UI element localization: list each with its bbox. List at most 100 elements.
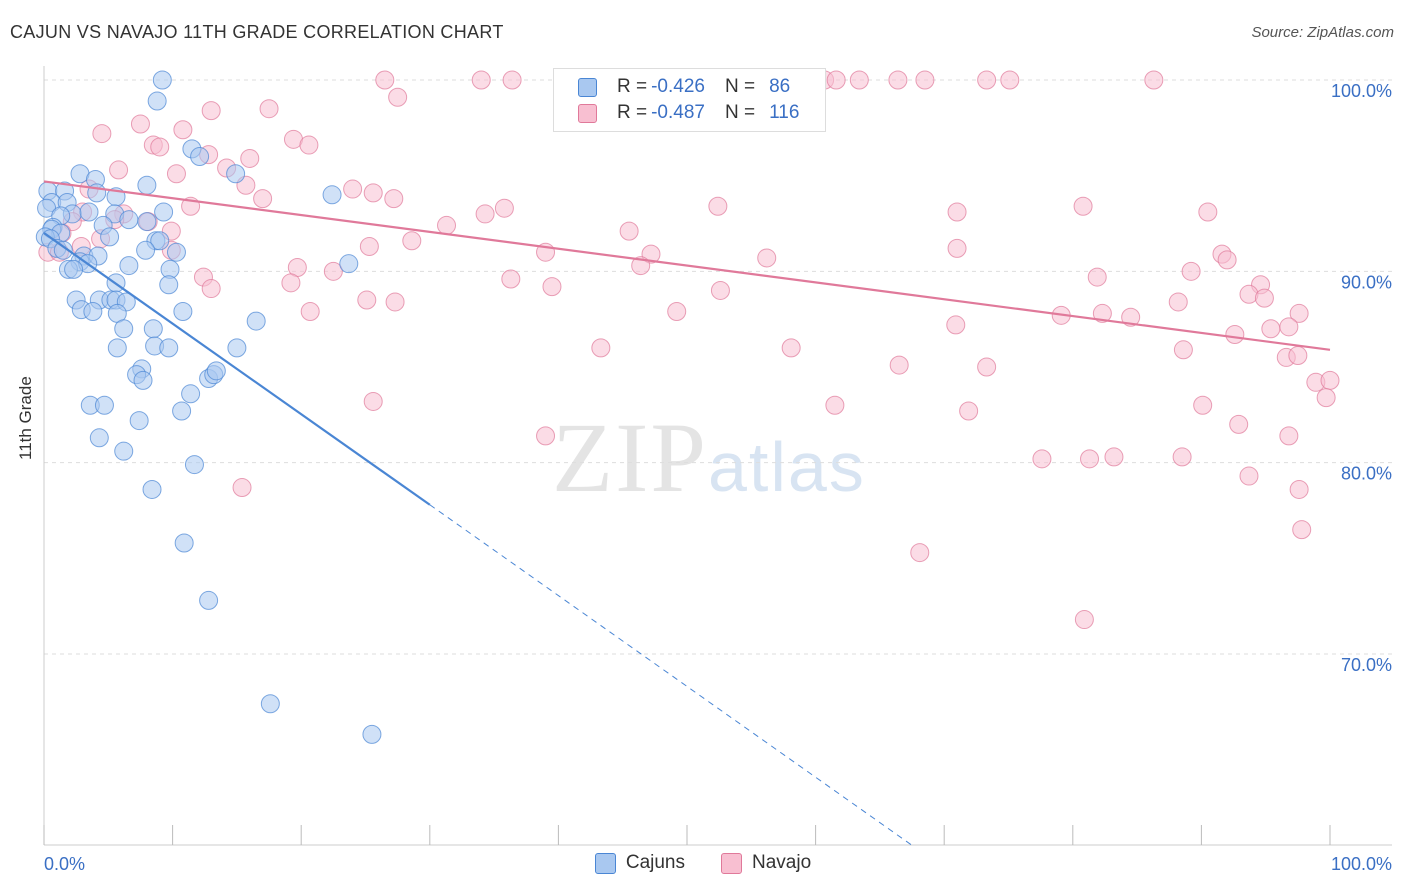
navajo-point xyxy=(384,189,404,209)
navajo-point xyxy=(166,164,186,184)
cajuns-point xyxy=(159,338,179,358)
x-tick-label: 0.0% xyxy=(44,854,85,874)
navajo-point xyxy=(357,290,377,310)
navajo-point xyxy=(323,261,343,281)
navajo-point xyxy=(232,478,252,498)
navajo-point xyxy=(946,315,966,335)
cajuns-point xyxy=(246,311,266,331)
navajo-point xyxy=(591,338,611,358)
navajo-point xyxy=(475,204,495,224)
cajuns-point xyxy=(159,275,179,295)
navajo-point xyxy=(501,269,521,289)
navajo-point xyxy=(1254,288,1274,308)
navajo-point xyxy=(437,215,457,235)
legend-label-cajuns: Cajuns xyxy=(625,852,685,873)
cajuns-point xyxy=(142,479,162,499)
legend-swatch-navajo xyxy=(721,852,742,874)
cajuns-point xyxy=(206,361,226,381)
navajo-point xyxy=(1279,426,1299,446)
cajuns-point xyxy=(199,590,219,610)
y-tick-label: 80.0% xyxy=(1341,464,1392,484)
legend-n-value: 116 xyxy=(769,102,800,123)
navajo-point xyxy=(542,277,562,297)
navajo-point xyxy=(150,137,170,157)
navajo-point xyxy=(402,231,422,251)
navajo-point xyxy=(1198,202,1218,222)
cajuns-point xyxy=(173,302,193,322)
series-legend: Cajuns Navajo xyxy=(0,852,1406,874)
cajuns-point xyxy=(322,185,342,205)
navajo-point xyxy=(708,196,728,216)
cajuns-point xyxy=(100,227,120,247)
navajo-point xyxy=(343,179,363,199)
navajo-point xyxy=(947,238,967,258)
correlation-legend: R = -0.426 N = 86 R = -0.487 N = 116 xyxy=(553,68,826,132)
y-tick-labels: 70.0% 80.0% 90.0% 100.0% xyxy=(1331,81,1392,675)
cajuns-point xyxy=(83,302,103,322)
navajo-point xyxy=(281,273,301,293)
legend-swatch-navajo xyxy=(578,103,597,123)
navajo-point xyxy=(915,70,935,90)
cajuns-point xyxy=(107,338,127,358)
watermark-atlas: atlas xyxy=(708,428,866,506)
navajo-point xyxy=(388,87,408,107)
navajo-point xyxy=(1316,388,1336,408)
x-tick-label: 100.0% xyxy=(1331,854,1392,874)
legend-item-navajo[interactable]: Navajo xyxy=(721,852,811,874)
legend-n-label: N = xyxy=(724,76,756,97)
cajuns-point xyxy=(114,441,134,461)
cajuns-point xyxy=(133,370,153,390)
navajo-point xyxy=(363,391,383,411)
navajo-point xyxy=(502,70,522,90)
navajo-point xyxy=(1092,303,1112,323)
navajo-point xyxy=(849,70,869,90)
cajuns-point xyxy=(119,256,139,276)
watermark: ZIPatlas xyxy=(552,400,866,515)
navajo-point xyxy=(1292,520,1312,540)
cajuns-point xyxy=(114,319,134,339)
cajuns-point xyxy=(339,254,359,274)
legend-n-value: 86 xyxy=(769,76,791,97)
navajo-point xyxy=(1229,414,1249,434)
legend-label-navajo: Navajo xyxy=(752,852,812,873)
navajo-point xyxy=(888,70,908,90)
cajuns-point xyxy=(166,242,186,262)
cajuns-point xyxy=(190,147,210,167)
navajo-point xyxy=(92,124,112,144)
cajuns-trend-line xyxy=(43,232,431,506)
navajo-point xyxy=(1080,449,1100,469)
navajo-point xyxy=(363,183,383,203)
legend-r-label: R = xyxy=(617,102,648,123)
navajo-point xyxy=(1032,449,1052,469)
navajo-point xyxy=(1173,340,1193,360)
cajuns-point xyxy=(227,338,247,358)
source-label[interactable]: Source: ZipAtlas.com xyxy=(1251,24,1394,41)
navajo-point xyxy=(889,355,909,375)
legend-item-cajuns[interactable]: Cajuns xyxy=(594,852,685,874)
navajo-point xyxy=(826,70,846,90)
navajo-point xyxy=(300,302,320,322)
navajo-point xyxy=(1261,319,1281,339)
navajo-point xyxy=(619,221,639,241)
navajo-point xyxy=(910,543,930,563)
navajo-point xyxy=(1144,70,1164,90)
navajo-point xyxy=(1087,267,1107,287)
cajuns-point xyxy=(147,91,167,111)
cajuns-point xyxy=(154,202,174,222)
navajo-point xyxy=(1000,70,1020,90)
navajo-point xyxy=(781,338,801,358)
cajuns-point xyxy=(226,164,246,184)
trend-lines xyxy=(43,180,1331,846)
y-axis-label: 11th Grade xyxy=(16,376,35,460)
navajo-trend-line xyxy=(43,180,1331,351)
cajuns-point xyxy=(89,428,109,448)
cajuns-trend-extension xyxy=(429,504,913,846)
navajo-point xyxy=(375,70,395,90)
cajuns-point xyxy=(129,411,149,431)
navajo-point xyxy=(1225,324,1245,344)
cajuns-point xyxy=(119,210,139,230)
navajo-point xyxy=(1121,307,1141,327)
navajo-point xyxy=(201,279,221,299)
cajuns-point xyxy=(136,240,156,260)
y-tick-label: 90.0% xyxy=(1341,272,1392,292)
